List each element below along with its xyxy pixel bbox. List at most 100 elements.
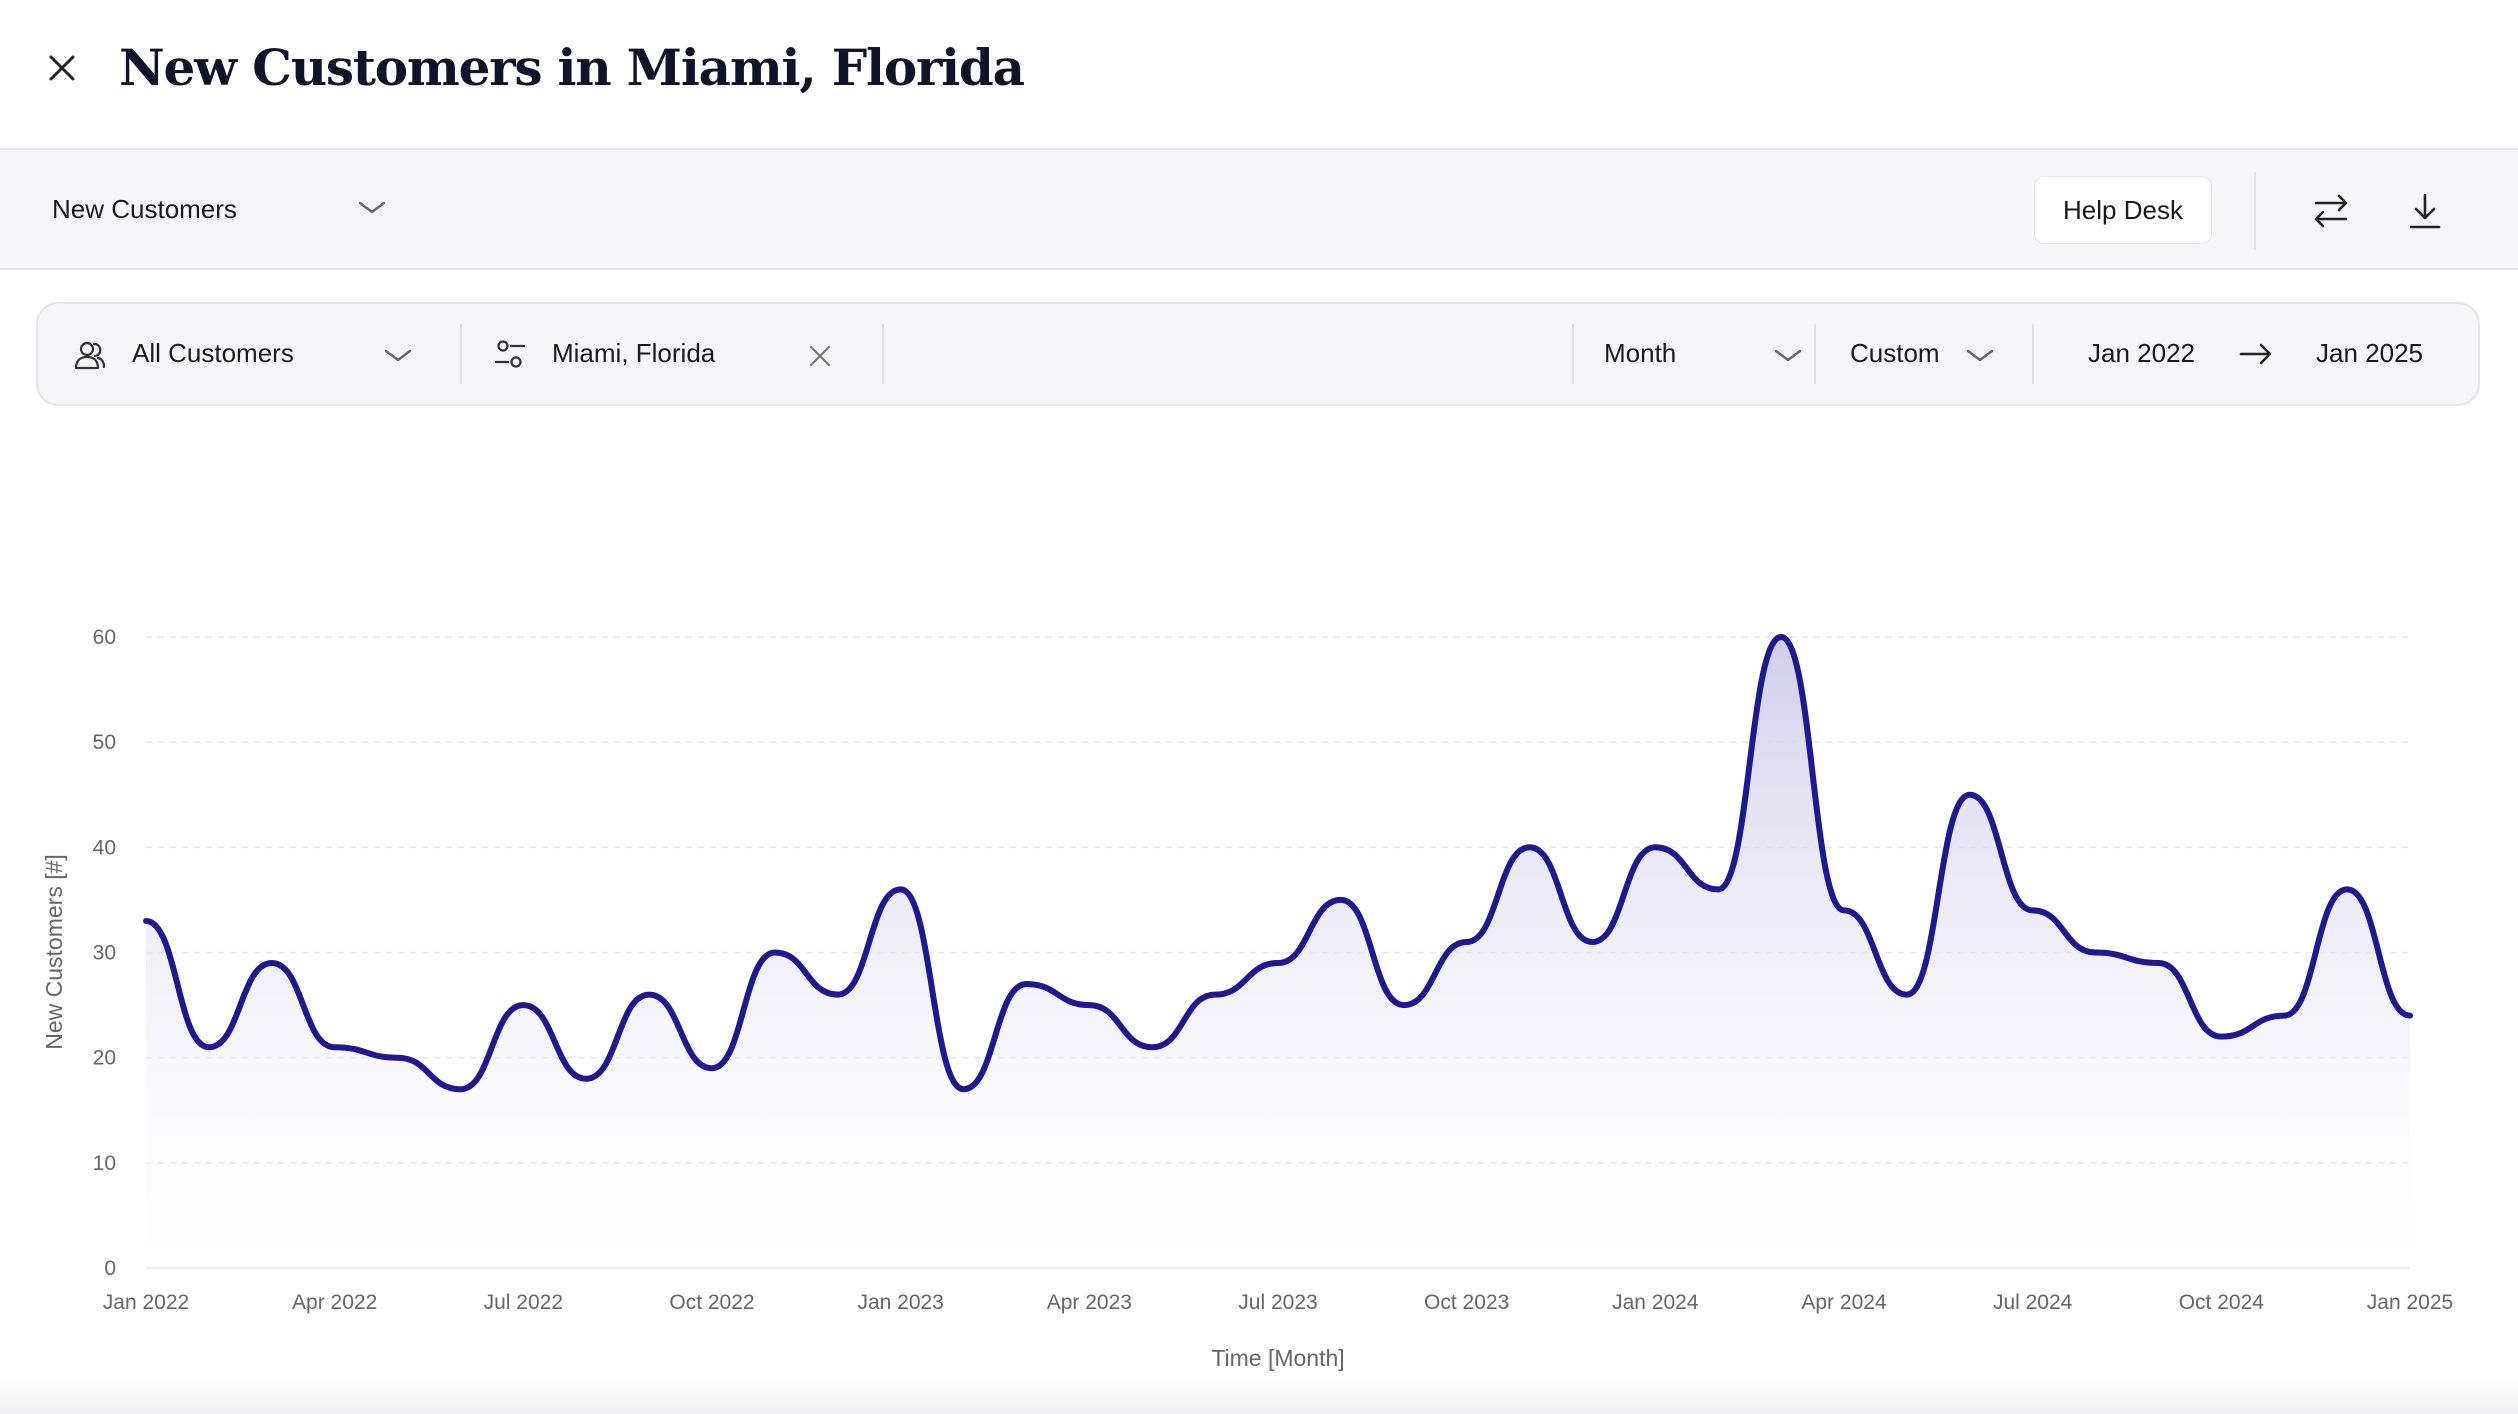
data-point xyxy=(2155,960,2161,966)
x-tick-label: Jan 2022 xyxy=(103,1291,189,1314)
data-point xyxy=(206,1044,212,1050)
arrow-right-icon xyxy=(2239,343,2272,365)
data-point xyxy=(457,1086,463,1092)
data-point xyxy=(2093,950,2099,956)
data-point xyxy=(583,1076,589,1082)
x-tick-label: Jul 2024 xyxy=(1993,1291,2073,1314)
data-point xyxy=(1464,939,1470,945)
data-point xyxy=(1275,960,1281,966)
data-point xyxy=(1589,939,1595,945)
data-point xyxy=(143,918,149,924)
location-filter[interactable]: Miami, Florida xyxy=(462,304,882,404)
data-point xyxy=(2030,907,2036,913)
filter-divider xyxy=(1572,324,1574,384)
data-point xyxy=(332,1044,338,1050)
help-desk-button[interactable]: Help Desk xyxy=(2034,176,2212,244)
y-tick-label: 20 xyxy=(93,1047,116,1070)
date-range[interactable]: Jan 2022 Jan 2025 xyxy=(2034,304,2474,404)
data-point xyxy=(1212,992,1218,998)
data-point xyxy=(1401,1002,1407,1008)
new-customers-chart: 0 10 20 30 40 50 60 Jan 2022 Apr 2022 Jul 2022 Oc… xyxy=(41,626,2453,1371)
data-point xyxy=(2281,1013,2287,1019)
data-point xyxy=(1023,981,1029,987)
date-to[interactable]: Jan 2025 xyxy=(2316,338,2423,368)
data-point xyxy=(1086,1002,1092,1008)
data-point xyxy=(772,950,778,956)
x-tick-label: Oct 2024 xyxy=(2179,1291,2265,1314)
download-icon[interactable] xyxy=(2404,190,2446,232)
y-tick-label: 60 xyxy=(93,626,116,649)
x-tick-label: Apr 2023 xyxy=(1047,1291,1132,1314)
date-from[interactable]: Jan 2022 xyxy=(2088,338,2195,368)
sliders-icon xyxy=(494,340,526,368)
data-point xyxy=(835,992,841,998)
data-point xyxy=(898,886,904,892)
x-tick-label: Jan 2025 xyxy=(2367,1291,2453,1314)
data-point xyxy=(1778,634,1784,640)
data-point xyxy=(520,1002,526,1008)
close-icon[interactable] xyxy=(44,50,80,86)
x-tick-label: Oct 2023 xyxy=(1424,1291,1509,1314)
data-point xyxy=(269,960,275,966)
y-tick-label: 30 xyxy=(93,942,116,965)
toolbar-divider xyxy=(2254,172,2256,250)
x-axis-label: Time [Month] xyxy=(1211,1345,1344,1371)
x-tick-label: Apr 2024 xyxy=(1801,1291,1887,1314)
segment-filter[interactable]: All Customers xyxy=(38,304,458,404)
x-tick-label: Jul 2023 xyxy=(1238,1291,1317,1314)
y-axis-ticks: 0 10 20 30 40 50 60 xyxy=(93,626,116,1280)
data-point xyxy=(1338,897,1344,903)
data-point xyxy=(961,1086,967,1092)
x-tick-label: Oct 2022 xyxy=(669,1291,754,1314)
data-point xyxy=(1652,844,1658,850)
range-mode-select[interactable]: Custom xyxy=(1816,304,2030,404)
metric-select-label: New Customers xyxy=(52,194,237,224)
data-point xyxy=(646,992,652,998)
page-title: New Customers in Miami, Florida xyxy=(119,38,1025,97)
series-line xyxy=(143,634,2413,1093)
chevron-down-icon xyxy=(1966,349,1994,362)
x-tick-label: Jan 2024 xyxy=(1612,1291,1699,1314)
data-point xyxy=(2218,1034,2224,1040)
data-point xyxy=(395,1055,401,1061)
y-tick-label: 0 xyxy=(104,1257,116,1280)
data-point xyxy=(1715,886,1721,892)
filter-divider xyxy=(1814,324,1816,384)
bottom-fade xyxy=(0,1378,2518,1414)
chevron-down-icon xyxy=(1774,349,1802,362)
data-point xyxy=(1527,844,1533,850)
x-axis-ticks: Jan 2022 Apr 2022 Jul 2022 Oct 2022 Jan 2023… xyxy=(103,1291,2453,1314)
y-axis-label: New Customers [#] xyxy=(41,854,67,1050)
y-tick-label: 50 xyxy=(93,731,116,754)
metric-select[interactable]: New Customers xyxy=(52,180,392,238)
users-icon xyxy=(74,341,106,370)
data-point xyxy=(1149,1044,1155,1050)
segment-filter-label: All Customers xyxy=(132,338,294,368)
location-filter-label: Miami, Florida xyxy=(552,338,716,368)
y-tick-label: 10 xyxy=(93,1152,116,1175)
filter-divider xyxy=(882,324,884,384)
range-mode-label: Custom xyxy=(1850,338,1940,368)
data-point xyxy=(1904,992,1910,998)
data-point xyxy=(1967,792,1973,798)
filter-bar: All Customers Miami, Florida Month Custo… xyxy=(36,302,2480,406)
series-area xyxy=(146,637,2410,1268)
filter-divider xyxy=(2032,324,2034,384)
data-point xyxy=(2344,886,2350,892)
filter-divider xyxy=(460,324,462,384)
granularity-label: Month xyxy=(1604,338,1677,368)
clear-icon[interactable] xyxy=(808,344,832,368)
chevron-down-icon xyxy=(384,349,412,362)
x-tick-label: Jan 2023 xyxy=(857,1291,943,1314)
data-point xyxy=(709,1065,715,1071)
header: New Customers in Miami, Florida xyxy=(0,0,2518,148)
data-point xyxy=(1841,907,1847,913)
swap-icon[interactable] xyxy=(2310,190,2352,232)
data-point xyxy=(2407,1013,2413,1019)
granularity-select[interactable]: Month xyxy=(1574,304,1848,404)
chevron-down-icon xyxy=(358,201,386,214)
x-tick-label: Apr 2022 xyxy=(292,1291,377,1314)
toolbar: New Customers Help Desk xyxy=(0,148,2518,270)
y-tick-label: 40 xyxy=(93,836,116,859)
x-tick-label: Jul 2022 xyxy=(484,1291,563,1314)
